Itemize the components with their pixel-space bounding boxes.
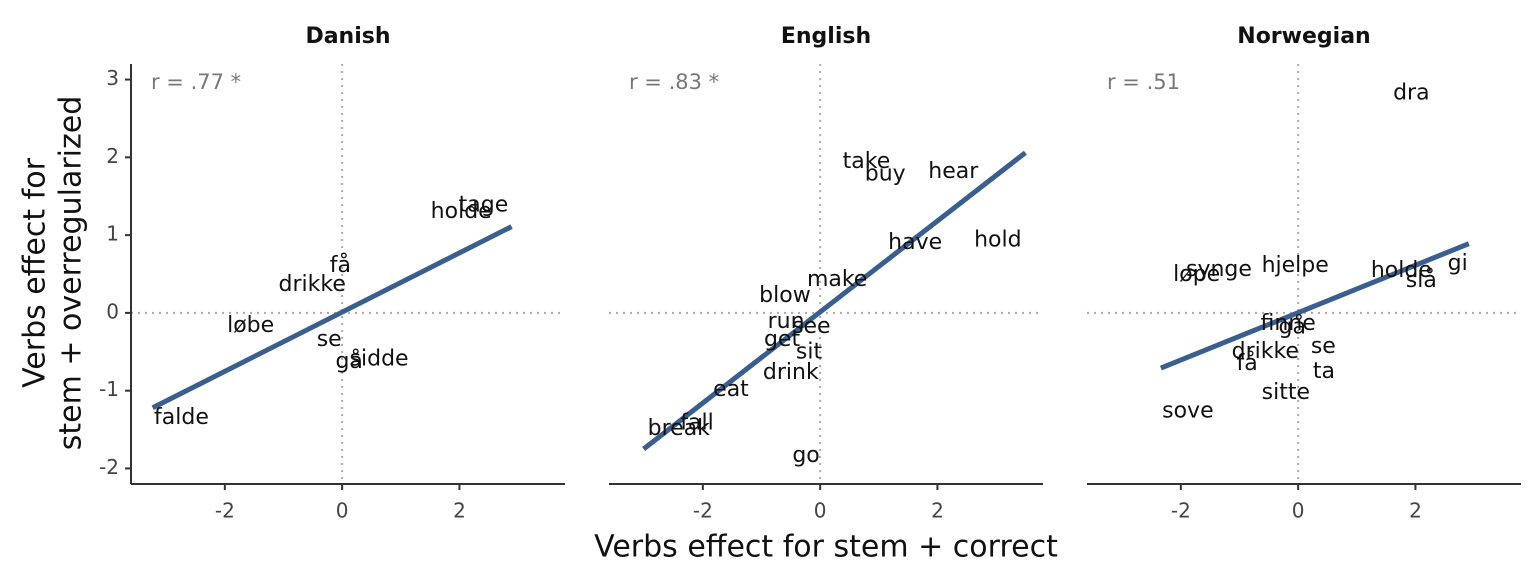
x-tick-label: -2 [1171, 499, 1191, 523]
verb-label: synge [1186, 257, 1252, 282]
verb-label: go [792, 443, 819, 468]
verb-label: have [888, 230, 942, 255]
annotation: r = .83 * [629, 70, 719, 94]
y-tick-label: -2 [99, 455, 119, 479]
panel-title: Danish [305, 24, 390, 49]
panel-title: Norwegian [1237, 24, 1370, 49]
verb-label: løbe [227, 313, 274, 338]
fit-line [151, 224, 513, 411]
verb-label: buy [865, 161, 906, 186]
verb-label: run [768, 309, 805, 334]
verb-label: ta [1313, 359, 1335, 384]
verb-label: take [843, 149, 891, 174]
verb-label: hear [928, 159, 979, 184]
x-tick-label: 2 [453, 499, 466, 523]
x-tick-label: 2 [931, 499, 944, 523]
verb-label: hjelpe [1262, 253, 1329, 278]
verb-label: tage [459, 193, 509, 218]
y-tick-label: 3 [106, 66, 119, 90]
verb-label: blow [759, 283, 811, 308]
verb-label: hold [974, 228, 1021, 253]
y-tick-label: 1 [106, 222, 119, 246]
x-tick-label: 0 [1292, 499, 1305, 523]
verb-label: make [807, 267, 867, 292]
verb-label: holde [431, 199, 492, 224]
verb-label: få [1236, 350, 1257, 376]
fit-line [1159, 241, 1470, 371]
verb-label: drikke [279, 272, 346, 297]
verb-label: break [648, 416, 711, 441]
verb-label: drikke [1232, 339, 1299, 364]
fit-line [642, 150, 1027, 451]
verb-label: holde [1371, 258, 1432, 283]
verb-label: gi [1448, 251, 1468, 276]
panel-title: English [781, 24, 871, 49]
verb-label: se [317, 327, 342, 352]
verb-label: falde [154, 405, 209, 430]
annotation: r = .77 * [151, 70, 241, 94]
verb-label: sit [796, 340, 823, 365]
x-tick-label: -2 [693, 499, 713, 523]
x-tick-label: -2 [215, 499, 235, 523]
verb-label: sitte [1262, 380, 1310, 405]
y-tick-label: 2 [106, 144, 119, 168]
x-tick-label: 0 [814, 499, 827, 523]
y-axis-label: stem + overregularized [54, 96, 89, 450]
x-tick-label: 2 [1409, 499, 1422, 523]
verb-label: see [792, 314, 831, 339]
verb-label: finne [1261, 311, 1316, 336]
verb-label: fall [680, 410, 713, 435]
verb-label: eat [713, 377, 749, 402]
y-tick-label: 0 [106, 299, 119, 323]
annotation: r = .51 [1107, 70, 1180, 94]
verb-label: sidde [350, 347, 409, 372]
verb-label: løpe [1173, 262, 1220, 287]
verb-label: sove [1162, 399, 1213, 424]
y-tick-label: -1 [99, 377, 119, 401]
y-axis-label: Verbs effect for [18, 157, 53, 387]
verb-label: dra [1393, 81, 1430, 106]
verb-label: get [764, 327, 801, 352]
x-tick-label: 0 [336, 499, 349, 523]
verb-label: gå [1279, 314, 1306, 340]
verb-label: se [1311, 334, 1336, 359]
verb-label: gå [335, 348, 362, 374]
x-axis-label: Verbs effect for stem + correct [594, 530, 1058, 565]
verb-label: få [330, 252, 351, 278]
verb-label: drink [763, 360, 819, 385]
verb-label: slå [1406, 267, 1437, 293]
